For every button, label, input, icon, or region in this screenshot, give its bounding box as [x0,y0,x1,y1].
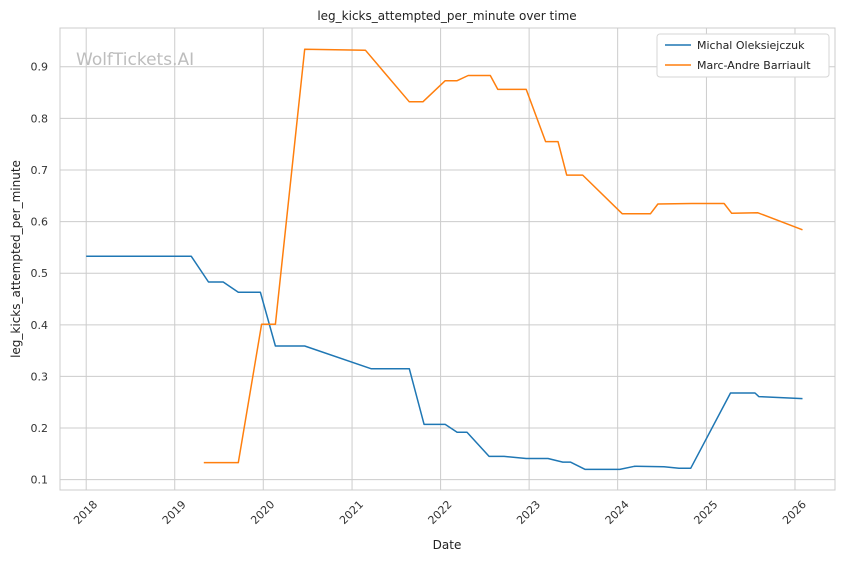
y-tick-label-0.7: 0.7 [31,164,49,177]
y-tick-label-0.5: 0.5 [31,267,49,280]
y-tick-label-0.6: 0.6 [31,216,49,229]
watermark: WolfTickets.AI [76,50,194,70]
x-axis-title: Date [433,538,462,552]
series-layer [86,48,803,471]
y-tick-label-0.9: 0.9 [31,61,49,74]
series-line-michal-oleksiejczuk [86,255,803,471]
y-tick-labels: 0.1 0.2 0.3 0.4 0.5 0.6 0.7 0.8 0.9 [31,61,49,487]
legend-box [656,33,830,78]
grid [60,28,835,490]
legend-label-michal-oleksiejczuk: Michal Oleksiejczuk [697,39,805,52]
chart-title: leg_kicks_attempted_per_minute over time [317,9,576,23]
series-line-marc-andre-barriault [203,48,803,464]
y-tick-label-0.2: 0.2 [31,422,49,435]
y-tick-label-0.3: 0.3 [31,370,49,383]
y-tick-label-0.1: 0.1 [31,474,49,487]
plot-frame [59,27,836,491]
y-axis-title: leg_kicks_attempted_per_minute [9,160,23,358]
legend: Michal Oleksiejczuk Marc-Andre Barriault [656,33,830,78]
legend-label-marc-andre-barriault: Marc-Andre Barriault [697,59,811,72]
y-tick-label-0.4: 0.4 [31,319,49,332]
y-tick-label-0.8: 0.8 [31,112,49,125]
